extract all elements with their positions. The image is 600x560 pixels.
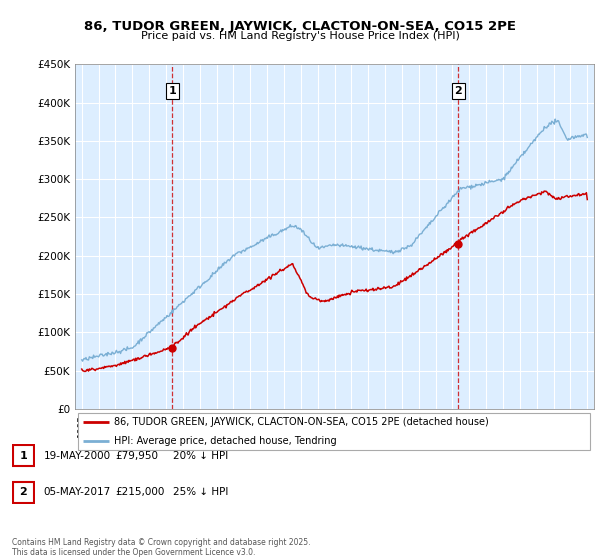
FancyBboxPatch shape xyxy=(13,445,34,466)
Text: £215,000: £215,000 xyxy=(116,487,165,497)
FancyBboxPatch shape xyxy=(77,413,590,450)
Text: 25% ↓ HPI: 25% ↓ HPI xyxy=(173,487,228,497)
Text: 2: 2 xyxy=(454,86,462,96)
Text: 19-MAY-2000: 19-MAY-2000 xyxy=(44,451,111,461)
Text: 86, TUDOR GREEN, JAYWICK, CLACTON-ON-SEA, CO15 2PE: 86, TUDOR GREEN, JAYWICK, CLACTON-ON-SEA… xyxy=(84,20,516,32)
Text: Contains HM Land Registry data © Crown copyright and database right 2025.
This d: Contains HM Land Registry data © Crown c… xyxy=(12,538,311,557)
Text: 20% ↓ HPI: 20% ↓ HPI xyxy=(173,451,228,461)
Text: 2: 2 xyxy=(20,487,27,497)
FancyBboxPatch shape xyxy=(13,482,34,503)
Text: Price paid vs. HM Land Registry's House Price Index (HPI): Price paid vs. HM Land Registry's House … xyxy=(140,31,460,41)
Text: 1: 1 xyxy=(169,86,176,96)
Text: £79,950: £79,950 xyxy=(116,451,159,461)
Text: 05-MAY-2017: 05-MAY-2017 xyxy=(44,487,111,497)
Text: HPI: Average price, detached house, Tendring: HPI: Average price, detached house, Tend… xyxy=(114,436,337,446)
Text: 86, TUDOR GREEN, JAYWICK, CLACTON-ON-SEA, CO15 2PE (detached house): 86, TUDOR GREEN, JAYWICK, CLACTON-ON-SEA… xyxy=(114,417,488,427)
Text: 1: 1 xyxy=(20,451,27,461)
